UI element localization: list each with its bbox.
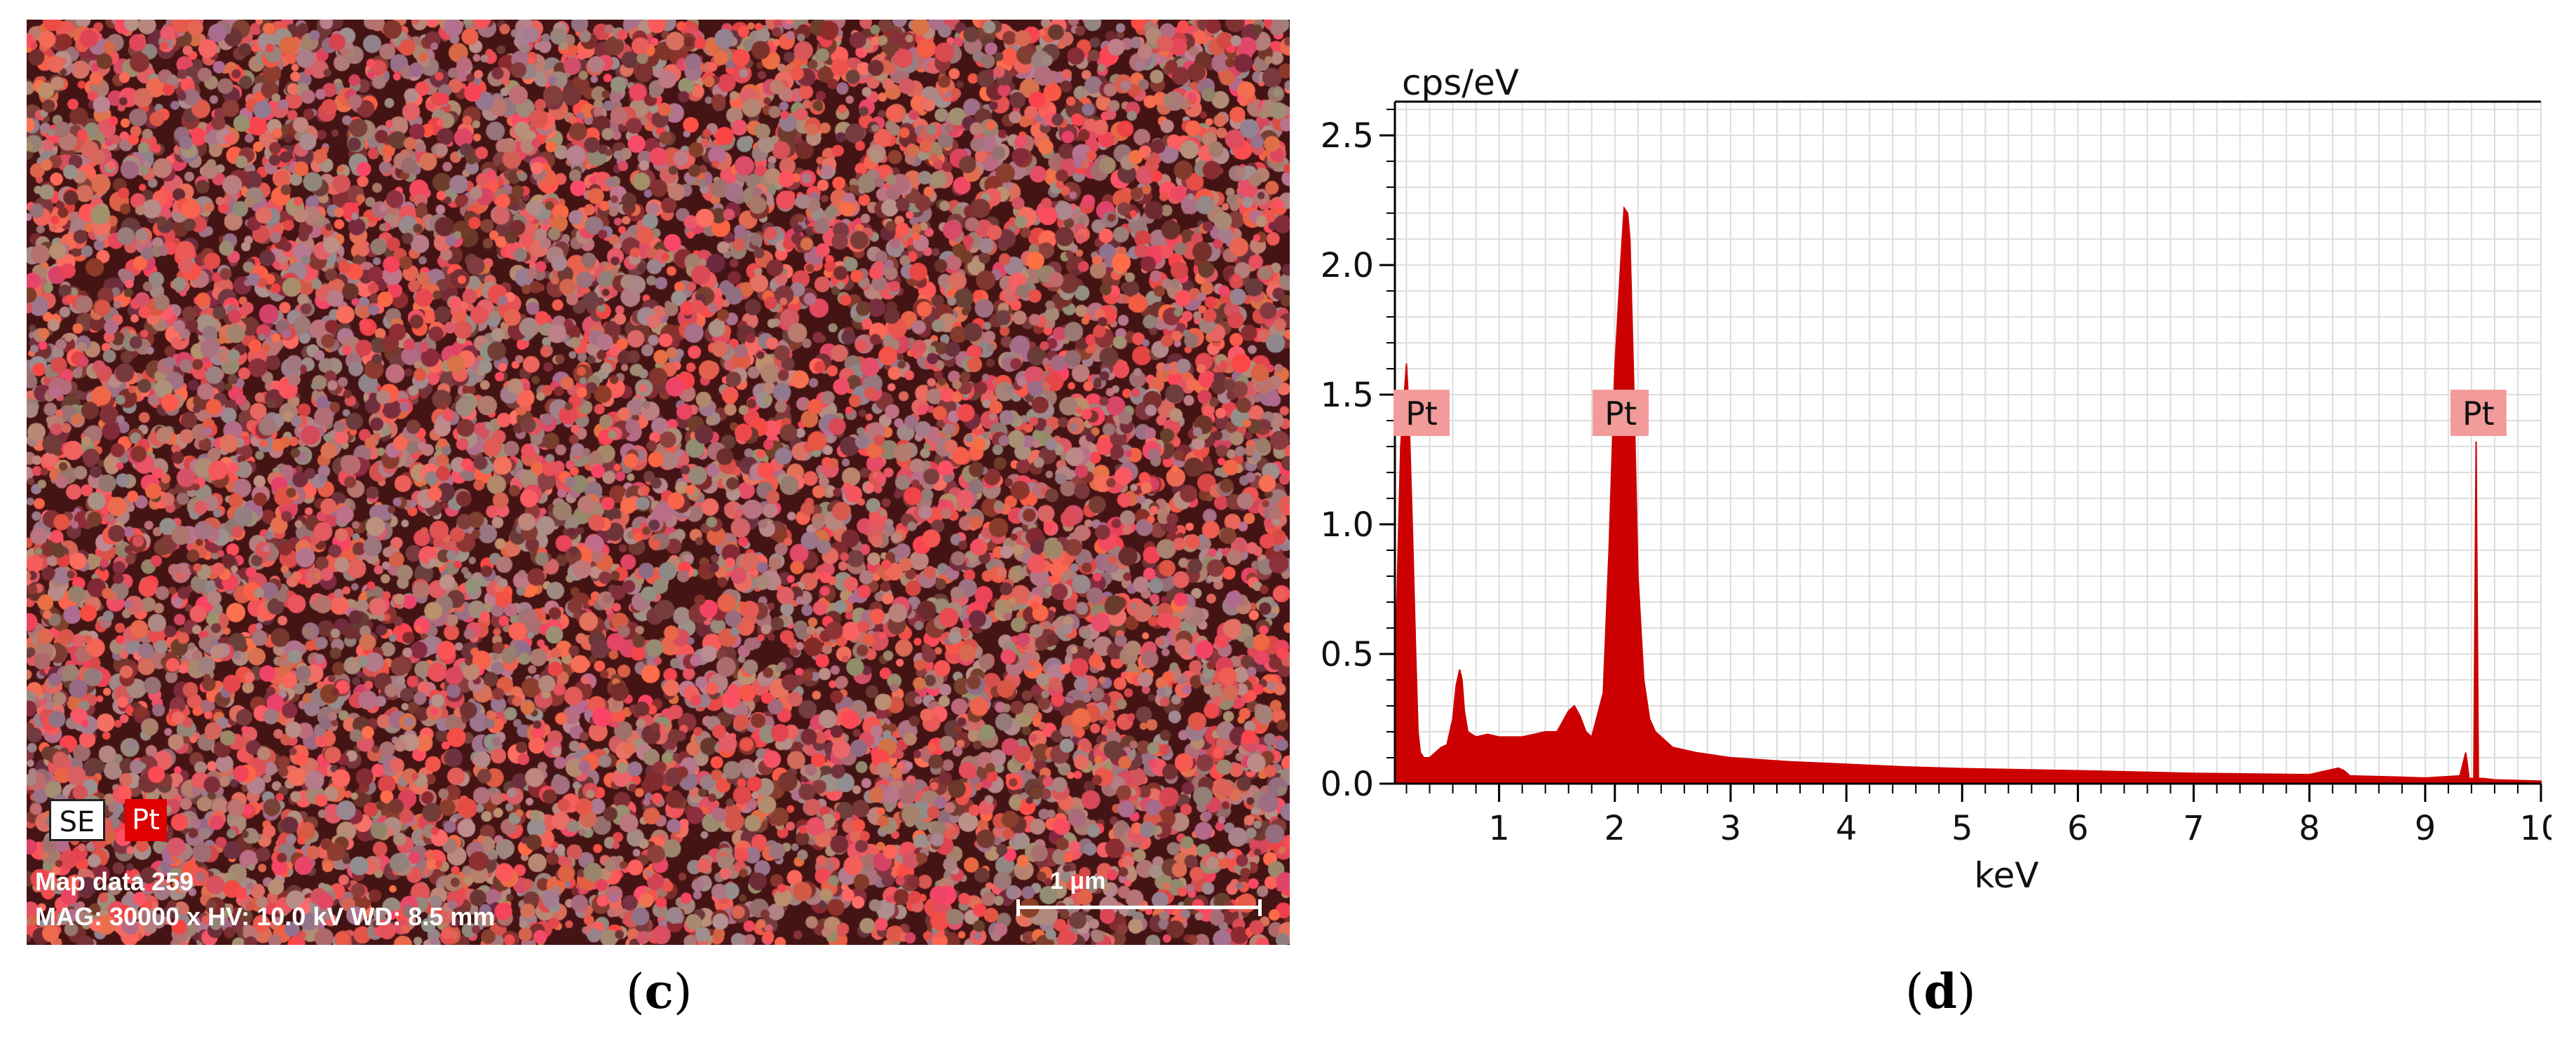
map-info: Map data 259 MAG: 30000 x HV: 10.0 kV WD… bbox=[35, 864, 495, 934]
x-tick-label: 5 bbox=[1951, 809, 1973, 848]
panel-label-c: (c) bbox=[626, 964, 693, 1020]
sem-map-panel: SE Pt Map data 259 MAG: 30000 x HV: 10.0… bbox=[27, 20, 1290, 945]
peak-label: Pt bbox=[1405, 395, 1438, 432]
x-tick-label: 8 bbox=[2298, 809, 2320, 848]
y-tick-label: 0.0 bbox=[1321, 765, 1374, 804]
y-tick-label: 2.5 bbox=[1321, 116, 1374, 156]
peak-label-box bbox=[2450, 389, 2507, 436]
eds-spectrum-chart: 0.0 0.5 1.0 1.5 2.0 2.5 1 2 3 4 5 6 7 8 9 10 cps/eV keV Pt… bbox=[1321, 62, 2551, 896]
x-tick-label: 7 bbox=[2183, 809, 2204, 848]
sem-eds-map-image bbox=[27, 20, 1290, 945]
peak-label: Pt bbox=[2462, 395, 2495, 432]
y-tick-label: 1.5 bbox=[1321, 376, 1374, 415]
acquisition-params-line: MAG: 30000 x HV: 10.0 kV WD: 8.5 mm bbox=[35, 902, 496, 931]
peak-label-box bbox=[1393, 389, 1450, 436]
x-tick-label: 6 bbox=[2067, 809, 2089, 848]
peak-label-box bbox=[1593, 389, 1649, 436]
legend-pt-box: Pt bbox=[125, 799, 167, 841]
legend-se-box: SE bbox=[49, 799, 105, 841]
x-axis-label: keV bbox=[1974, 855, 2038, 896]
x-tick-label: 9 bbox=[2415, 809, 2437, 848]
y-tick-label: 0.5 bbox=[1321, 635, 1374, 674]
y-axis-label: cps/eV bbox=[1402, 62, 1519, 103]
y-tick-label: 2.0 bbox=[1321, 246, 1374, 285]
x-tick-label: 1 bbox=[1488, 809, 1510, 848]
scale-bar-label: 1 μm bbox=[1050, 868, 1106, 894]
y-tick-label: 1.0 bbox=[1321, 505, 1374, 545]
scale-bar bbox=[1016, 899, 1262, 916]
x-tick-label: 10 bbox=[2519, 809, 2551, 848]
x-tick-label: 4 bbox=[1836, 809, 1858, 848]
map-data-line: Map data 259 bbox=[35, 867, 194, 896]
peak-label: Pt bbox=[1604, 395, 1637, 432]
spectrum-series bbox=[1394, 205, 2542, 784]
x-tick-label: 3 bbox=[1720, 809, 1742, 848]
plot-area bbox=[1395, 102, 2541, 784]
panel-label-d: (d) bbox=[1905, 964, 1976, 1020]
x-tick-label: 2 bbox=[1604, 809, 1626, 848]
